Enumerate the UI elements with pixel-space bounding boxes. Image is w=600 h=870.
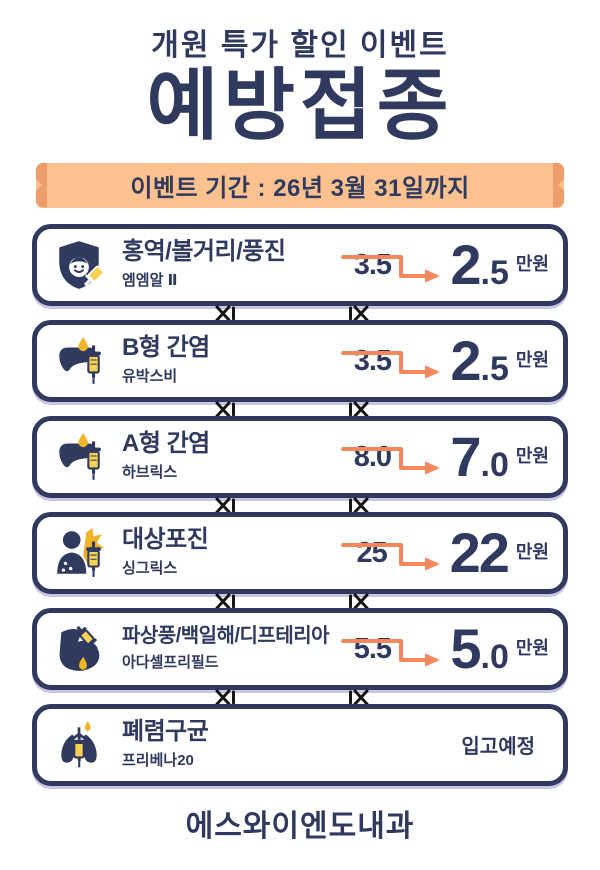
price-unit: 만원 xyxy=(515,637,549,658)
new-price: 7 .0 xyxy=(450,424,509,488)
vaccine-brand: 유박스비 xyxy=(122,367,178,385)
old-price: 8.0 xyxy=(353,440,392,473)
vaccine-brand: 싱그릭스 xyxy=(122,559,178,577)
new-price-sub: .5 xyxy=(480,254,509,293)
person-rash-syringe-icon xyxy=(52,526,106,580)
vaccine-text: 대상포진 싱그릭스 xyxy=(122,526,209,578)
price-unit: 만원 xyxy=(515,253,549,274)
price-group: 25 22 만원 xyxy=(340,520,549,584)
liver-syringe-icon xyxy=(52,430,106,484)
vaccine-card-wrap: 대상포진 싱그릭스 25 22 만원 xyxy=(32,511,568,610)
banner-ribbon-end-left xyxy=(36,162,47,208)
vaccine-text: B형 간염 유박스비 xyxy=(122,334,210,386)
liver-syringe-icon xyxy=(59,336,101,384)
vaccine-card-wrap: 파상풍/백일해/디프테리아 아다셀프리필드 5.5 5 .0 만원 xyxy=(32,607,568,706)
stitch-icon xyxy=(346,689,370,706)
new-price-main: 2 xyxy=(450,232,481,296)
new-price-main: 7 xyxy=(450,424,481,488)
poster-root: 개원 특가 할인 이벤트 예방접종 이벤트 기간 : 26년 3월 31일까지 … xyxy=(0,20,600,845)
vaccine-card-wrap: B형 간염 유박스비 3.5 2 .5 만원 xyxy=(32,319,568,418)
vaccine-card-wrap: A형 간염 하브릭스 8.0 7 .0 만원 xyxy=(32,415,568,514)
vaccine-name: 폐렴구균 xyxy=(122,718,209,746)
vaccine-name: 대상포진 xyxy=(122,526,209,554)
status-label: 입고예정 xyxy=(461,736,535,759)
vaccine-text: 홍역/볼거리/풍진 엠엠알 Ⅱ xyxy=(122,238,286,290)
liver-syringe-icon xyxy=(59,432,101,480)
new-price: 2 .5 xyxy=(450,328,509,392)
new-price-sub: .0 xyxy=(480,446,509,485)
vaccine-brand: 프리베나20 xyxy=(122,751,194,769)
old-price-group: 25 xyxy=(340,533,440,573)
new-price-main: 2 xyxy=(450,328,481,392)
price-unit: 만원 xyxy=(515,541,549,562)
vaccine-name: 홍역/볼거리/풍진 xyxy=(122,238,286,266)
new-price-main: 22 xyxy=(449,520,510,584)
old-price: 25 xyxy=(356,536,387,569)
new-price: 5 .0 xyxy=(450,616,509,680)
stitch-icon xyxy=(214,305,238,322)
price-group: 8.0 7 .0 만원 xyxy=(341,424,549,488)
old-price-group: 3.5 xyxy=(341,245,441,285)
arm-syringe-icon xyxy=(52,622,106,676)
stitch-icon xyxy=(214,593,238,610)
shield-child-syringe-icon xyxy=(52,238,106,292)
vaccine-card-wrap: 홍역/볼거리/풍진 엠엠알 Ⅱ 3.5 2 .5 만원 xyxy=(32,223,568,322)
vaccine-card: B형 간염 유박스비 3.5 2 .5 만원 xyxy=(32,319,568,402)
stitch-icon xyxy=(346,401,370,418)
old-price-group: 8.0 xyxy=(341,437,441,477)
vaccine-card: 대상포진 싱그릭스 25 22 만원 xyxy=(32,511,568,594)
person-rash-syringe-icon xyxy=(57,527,104,577)
new-price-sub: .5 xyxy=(480,350,509,389)
vaccine-name: 파상풍/백일해/디프테리아 xyxy=(122,625,330,648)
vaccine-list: 홍역/볼거리/풍진 엠엠알 Ⅱ 3.5 2 .5 만원 xyxy=(32,223,568,786)
new-price-sub: .0 xyxy=(480,638,509,677)
stitch-icon xyxy=(346,593,370,610)
vaccine-brand: 엠엠알 Ⅱ xyxy=(122,271,178,289)
banner-ribbon-end-right xyxy=(553,162,564,208)
price-unit: 만원 xyxy=(515,445,549,466)
stitch-icon xyxy=(346,305,370,322)
shield-child-syringe-icon xyxy=(59,240,106,289)
stitch-icon xyxy=(214,689,238,706)
vaccine-text: 파상풍/백일해/디프테리아 아다셀프리필드 xyxy=(122,625,330,671)
vaccine-name: B형 간염 xyxy=(122,334,210,362)
vaccine-card-wrap: 폐렴구균 프리베나20 입고예정 xyxy=(32,703,568,786)
vaccine-brand: 아다셀프리필드 xyxy=(122,653,219,671)
header-eyebrow: 개원 특가 할인 이벤트 xyxy=(151,29,449,62)
new-price: 22 xyxy=(449,520,510,584)
vaccine-card: 홍역/볼거리/풍진 엠엠알 Ⅱ 3.5 2 .5 만원 xyxy=(32,223,568,306)
page-title: 예방접종 xyxy=(146,61,454,149)
clinic-name: 에스와이엔도내과 xyxy=(185,809,415,843)
vaccine-card: A형 간염 하브릭스 8.0 7 .0 만원 xyxy=(32,415,568,498)
lungs-syringe-icon xyxy=(52,718,106,772)
old-price-group: 3.5 xyxy=(341,341,441,381)
old-price: 3.5 xyxy=(353,344,392,377)
vaccine-text: A형 간염 하브릭스 xyxy=(122,430,210,482)
old-price: 3.5 xyxy=(353,248,392,281)
old-price: 5.5 xyxy=(353,632,392,665)
stitch-icon xyxy=(214,497,238,514)
new-price: 2 .5 xyxy=(450,232,509,296)
price-group: 3.5 2 .5 만원 xyxy=(341,232,549,296)
vaccine-card: 폐렴구균 프리베나20 입고예정 xyxy=(32,703,568,786)
new-price-main: 5 xyxy=(450,616,481,680)
stitch-icon xyxy=(214,401,238,418)
period-banner: 이벤트 기간 : 26년 3월 31일까지 xyxy=(36,162,564,208)
price-unit: 만원 xyxy=(515,349,549,370)
old-price-group: 5.5 xyxy=(341,629,441,669)
vaccine-card: 파상풍/백일해/디프테리아 아다셀프리필드 5.5 5 .0 만원 xyxy=(32,607,568,690)
vaccine-brand: 하브릭스 xyxy=(122,463,178,481)
stitch-icon xyxy=(346,497,370,514)
arm-syringe-icon xyxy=(59,625,100,671)
lungs-syringe-icon xyxy=(61,720,97,767)
price-group: 3.5 2 .5 만원 xyxy=(341,328,549,392)
price-group: 5.5 5 .0 만원 xyxy=(341,616,549,680)
vaccine-name: A형 간염 xyxy=(122,430,210,458)
period-banner-text: 이벤트 기간 : 26년 3월 31일까지 xyxy=(130,174,470,202)
vaccine-text: 폐렴구균 프리베나20 xyxy=(122,718,209,770)
liver-syringe-icon xyxy=(52,334,106,388)
